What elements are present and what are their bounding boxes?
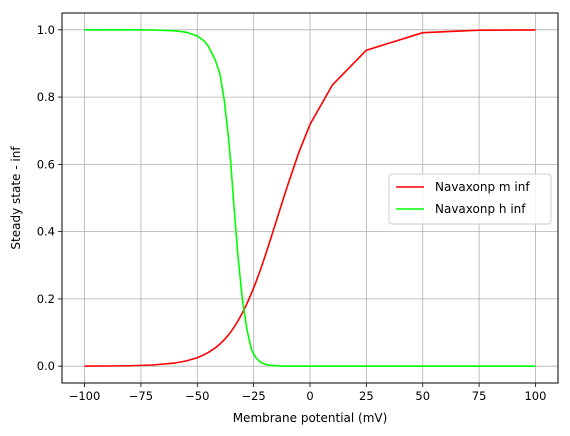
y-tick-label: 0.4 <box>37 225 55 239</box>
y-tick-label: 1.0 <box>37 23 55 37</box>
y-tick-label: 0.8 <box>37 90 55 104</box>
legend-label-h-inf: Navaxonp h inf <box>435 202 526 216</box>
x-tick-label: 75 <box>472 389 487 403</box>
series-line-m-inf <box>84 29 536 367</box>
x-tick-label: −25 <box>241 389 265 403</box>
x-tick-label: 50 <box>415 389 430 403</box>
x-tick-label: 100 <box>524 389 546 403</box>
x-axis: −100 −75 −50 −25 0 25 50 75 100 <box>69 383 546 403</box>
x-tick-label: 25 <box>359 389 374 403</box>
y-axis: 0.0 0.2 0.4 0.6 0.8 1.0 <box>37 23 62 373</box>
x-tick-label: −75 <box>129 389 153 403</box>
y-tick-label: 0.0 <box>37 359 55 373</box>
y-tick-label: 0.6 <box>37 157 55 171</box>
y-axis-label: Steady state - inf <box>9 146 23 250</box>
x-tick-label: −50 <box>185 389 209 403</box>
legend: Navaxonp m inf Navaxonp h inf <box>388 173 552 225</box>
series-lines <box>84 29 536 367</box>
legend-box <box>388 173 552 225</box>
y-tick-label: 0.2 <box>37 292 55 306</box>
legend-label-m-inf: Navaxonp m inf <box>435 180 530 194</box>
x-axis-label: Membrane potential (mV) <box>233 411 388 425</box>
x-tick-label: −100 <box>69 389 101 403</box>
x-tick-label: 0 <box>306 389 313 403</box>
series-line-h-inf <box>84 29 536 367</box>
